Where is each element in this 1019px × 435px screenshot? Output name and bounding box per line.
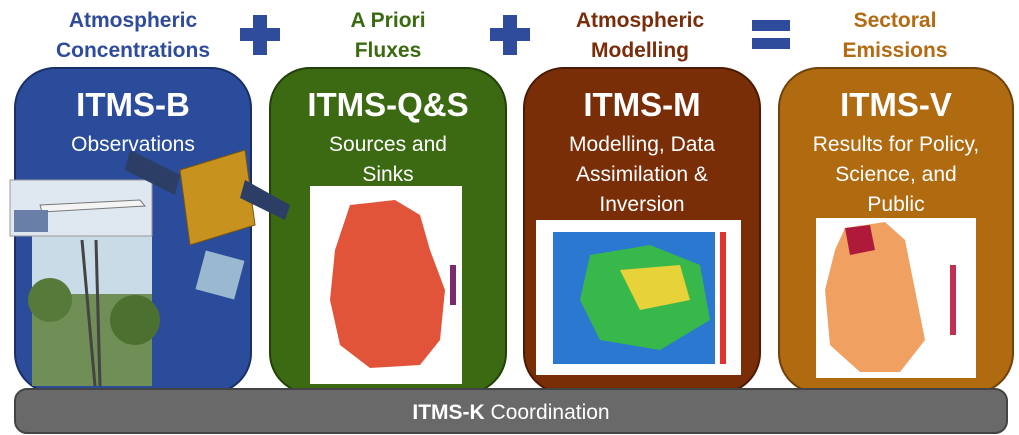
header-line: Sectoral <box>854 9 937 32</box>
plus-icon <box>490 15 530 55</box>
box-title: ITMS-M <box>583 86 700 123</box>
box-title: ITMS-Q&S <box>307 86 468 123</box>
plus-icon <box>240 15 280 55</box>
headers: Atmospheric Concentrations A Priori Flux… <box>56 9 948 62</box>
footer-text: ITMS-K Coordination <box>412 401 609 424</box>
footer-label: Coordination <box>491 401 610 424</box>
box-subtitle: Sinks <box>362 163 413 186</box>
box-subtitle: Science, and <box>835 163 956 186</box>
box-subtitle: Sources and <box>329 133 447 156</box>
header-line: Modelling <box>591 39 689 62</box>
header-line: Atmospheric <box>69 9 198 32</box>
box-title: ITMS-B <box>76 86 190 123</box>
tower-photo <box>28 234 160 387</box>
satellite-image <box>125 149 290 300</box>
header-line: Concentrations <box>56 39 210 62</box>
equals-icon <box>752 20 790 49</box>
footer-bar <box>14 388 1008 434</box>
box-subtitle: Observations <box>71 133 195 156</box>
box-subtitle: Results for Policy, <box>813 133 980 156</box>
footer-bold: ITMS-K <box>412 401 484 424</box>
box-subtitle: Assimilation & <box>576 163 708 186</box>
header-line: Fluxes <box>355 39 422 62</box>
flux-map <box>310 186 462 384</box>
ch4-map <box>536 220 741 375</box>
header-line: Atmospheric <box>576 9 705 32</box>
box-subtitle: Public <box>867 193 924 216</box>
emissions-map <box>816 218 976 378</box>
box-subtitle: Inversion <box>599 193 684 216</box>
box-title: ITMS-V <box>840 86 952 123</box>
airplane-photo <box>9 179 153 237</box>
header-line: Emissions <box>842 39 947 62</box>
box-subtitle: Modelling, Data <box>569 133 715 156</box>
header-line: A Priori <box>350 9 425 32</box>
